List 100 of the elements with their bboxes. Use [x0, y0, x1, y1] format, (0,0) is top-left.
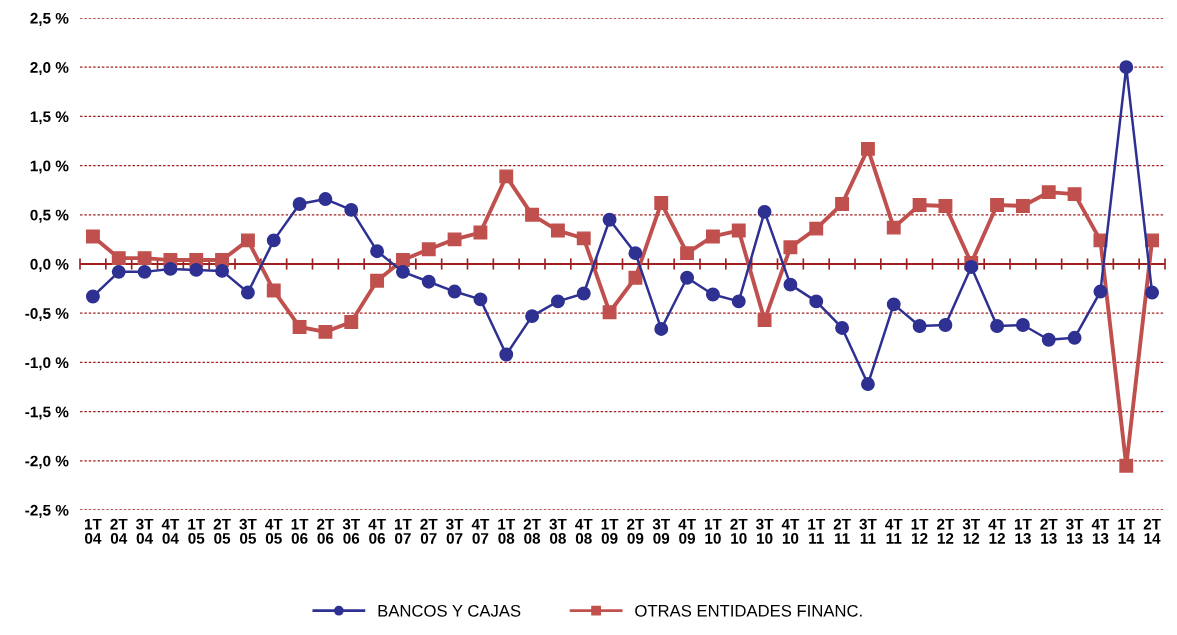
y-tick-label: 1,0 %: [30, 160, 69, 174]
point: [111, 264, 126, 279]
x-tick-label: 3T 13: [1066, 518, 1084, 544]
point: [680, 270, 695, 285]
point: [189, 262, 204, 277]
x-tick-label: 1T 06: [291, 518, 309, 544]
point: [1015, 198, 1030, 213]
point: [783, 240, 798, 255]
x-tick-label: 3T 10: [756, 518, 774, 544]
point: [990, 198, 1005, 212]
x-tick-label: 4T 11: [885, 518, 903, 544]
y-tick-label: -1,0 %: [25, 357, 69, 371]
x-tick-label: 2T 14: [1143, 518, 1161, 544]
point: [499, 169, 514, 184]
point: [240, 285, 255, 300]
x-tick-label: 2T 07: [420, 518, 438, 544]
point: [1067, 330, 1082, 345]
point: [654, 196, 669, 210]
x-tick-label: 1T 13: [1014, 518, 1032, 544]
point: [757, 313, 772, 328]
point: [576, 231, 591, 246]
legend-label: OTRAS ENTIDADES FINANC.: [635, 604, 862, 617]
x-tick-label: 3T 08: [549, 518, 567, 544]
point: [731, 223, 746, 238]
x-tick-label: 4T 04: [161, 518, 180, 544]
point: [292, 320, 307, 334]
x-tick-label: 2T 12: [937, 518, 955, 544]
point: [835, 197, 850, 211]
x-tick-label: 3T 04: [136, 518, 154, 544]
point: [912, 198, 927, 212]
point: [1015, 318, 1030, 332]
y-tick-label: 0,5 %: [30, 209, 69, 223]
y-tick-label: -2,0 %: [25, 455, 69, 469]
point: [395, 253, 410, 268]
point: [292, 197, 307, 211]
x-tick-label: 1T 07: [394, 518, 412, 544]
point: [938, 198, 953, 213]
point: [1119, 60, 1134, 75]
point: [654, 321, 669, 336]
point: [395, 264, 410, 279]
point: [266, 233, 281, 248]
point: [525, 207, 540, 222]
point: [628, 270, 643, 285]
x-tick-label: 1T 04: [84, 518, 102, 544]
point: [731, 294, 746, 309]
x-tick-label: 3T 12: [962, 518, 980, 544]
x-tick-label: 1T 05: [188, 518, 205, 544]
point: [1145, 285, 1160, 300]
x-tick-label: 2T 08: [523, 518, 541, 544]
point: [860, 141, 875, 156]
x-tick-label: 3T 05: [239, 518, 257, 544]
point: [990, 319, 1005, 333]
y-tick-label: 1,5 %: [30, 111, 69, 125]
x-tick-label: 2T 13: [1040, 518, 1058, 544]
point: [705, 287, 720, 302]
x-tick-label: 2T 10: [730, 518, 748, 544]
point: [215, 263, 230, 278]
point: [525, 309, 540, 324]
point: [421, 242, 436, 257]
point: [602, 212, 617, 227]
point: [370, 244, 385, 259]
point: [602, 305, 617, 320]
point: [266, 283, 281, 298]
legend-label: BANCOS Y CAJAS: [378, 604, 521, 617]
point: [860, 377, 875, 391]
point: [137, 251, 152, 266]
point: [499, 347, 514, 362]
x-tick-label: 4T 07: [471, 518, 490, 544]
point: [886, 297, 901, 312]
x-tick-label: 1T 14: [1118, 518, 1135, 544]
point: [240, 233, 255, 248]
point: [1041, 185, 1056, 200]
point: [163, 261, 178, 276]
point: [318, 192, 333, 207]
point: [938, 318, 953, 332]
point: [370, 273, 385, 288]
point: [344, 202, 359, 217]
point: [473, 225, 488, 240]
x-tick-label: 3T 07: [446, 518, 464, 544]
x-tick-label: 3T 09: [652, 518, 670, 544]
point: [680, 246, 695, 261]
x-tick-label: 1T 09: [601, 518, 619, 544]
point: [1067, 187, 1082, 202]
y-tick-label: -0,5 %: [25, 308, 69, 322]
x-tick-label: 3T 06: [342, 518, 360, 544]
x-tick-label: 2T 05: [213, 518, 231, 544]
x-tick-label: 1T 10: [704, 518, 722, 544]
point: [550, 223, 565, 238]
x-tick-label: 4T 05: [265, 518, 283, 544]
point: [550, 294, 565, 309]
point: [111, 251, 126, 266]
point: [344, 315, 359, 330]
x-tick-label: 1T 12: [911, 518, 929, 544]
y-tick-label: -2,5 %: [25, 504, 69, 518]
y-tick-label: 2,0 %: [30, 62, 69, 76]
point: [628, 246, 643, 261]
point: [964, 260, 979, 274]
point: [215, 253, 230, 268]
point: [1093, 284, 1108, 299]
point: [576, 286, 591, 301]
